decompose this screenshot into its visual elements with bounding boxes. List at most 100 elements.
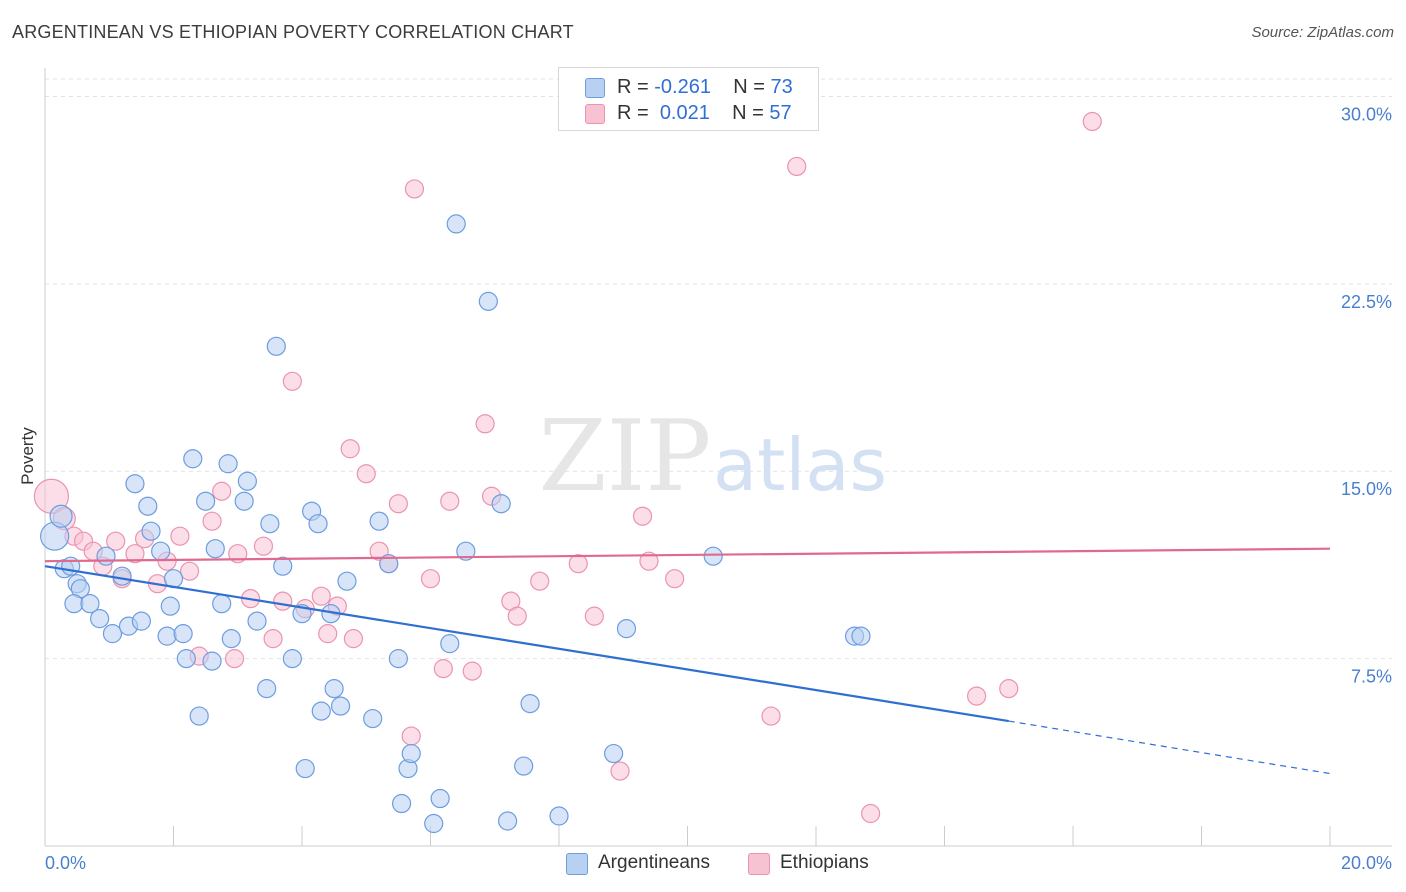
- y-tick-label: 30.0%: [1341, 104, 1392, 124]
- ethiopians-point: [440, 491, 460, 511]
- gridlines: [45, 78, 1392, 660]
- ethiopians-point: [433, 659, 453, 679]
- y-axis-label: Poverty: [18, 427, 37, 485]
- ethiopians-point: [356, 464, 376, 484]
- argentineans-point: [324, 679, 344, 699]
- argentineans-point: [337, 571, 357, 591]
- ethiopians-legend-label: Ethiopians: [780, 852, 869, 873]
- argentineans-legend-label: Argentineans: [598, 852, 710, 873]
- correlation-legend: R = -0.261 N = 73 R = 0.021 N = 57: [558, 67, 819, 131]
- ethiopians-point: [507, 606, 527, 626]
- ethiopians-point: [1082, 111, 1102, 132]
- tick-labels: 7.5% 15.0% 22.5% 30.0% 0.0% 20.0%: [45, 104, 1392, 873]
- argentineans-points: [40, 214, 871, 834]
- ethiopians-swatch: [585, 104, 605, 124]
- argentineans-point: [604, 743, 624, 764]
- ethiopians-point: [212, 481, 232, 501]
- argentineans-point: [491, 494, 511, 514]
- ethiopians-point: [170, 526, 190, 546]
- legend-r-value-argentineans: -0.261: [654, 76, 711, 98]
- ethiopians-point: [388, 494, 408, 514]
- argentineans-point: [49, 504, 73, 528]
- watermark-atlas: atlas: [713, 423, 887, 507]
- ethiopians-point: [340, 439, 360, 459]
- argentineans-point: [218, 454, 238, 474]
- ethiopians-point: [224, 649, 245, 669]
- argentineans-point: [456, 541, 476, 561]
- x-tick-label: 0.0%: [45, 853, 86, 873]
- watermark: ZIP atlas: [539, 400, 887, 514]
- ethiopians-point: [530, 571, 550, 591]
- watermark-zip: ZIP: [539, 400, 712, 514]
- argentineans-point: [478, 291, 498, 311]
- argentineans-point: [247, 611, 267, 631]
- argentineans-point: [424, 813, 444, 834]
- argentineans-point: [212, 594, 232, 614]
- argentineans-point: [388, 649, 408, 669]
- argentineans-point: [273, 556, 293, 576]
- ethiopians-point: [401, 726, 421, 746]
- ethiopians-point: [404, 179, 425, 199]
- argentineans-point: [80, 594, 100, 614]
- argentineans-point: [391, 793, 412, 814]
- argentineans-point: [379, 554, 399, 574]
- ethiopians-point: [967, 686, 987, 706]
- argentineans-point: [498, 811, 518, 831]
- argentineans-point: [125, 474, 145, 494]
- argentineans-point: [221, 629, 241, 649]
- argentineans-point: [446, 214, 466, 234]
- argentineans-point: [616, 619, 637, 639]
- argentineans-point: [234, 491, 254, 511]
- ethiopians-point: [420, 569, 441, 589]
- argentineans-point: [703, 546, 723, 566]
- argentineans-point: [311, 701, 331, 721]
- ethiopians-point: [179, 561, 200, 581]
- ethiopians-point: [263, 629, 283, 649]
- argentineans-point: [90, 609, 110, 629]
- ethiopians-point: [318, 624, 338, 644]
- ethiopians-point: [665, 569, 685, 589]
- argentineans-point: [205, 539, 225, 559]
- legend-n-value-argentineans: 73: [770, 76, 793, 98]
- argentineans-trend-extension: [1008, 720, 1331, 775]
- argentineans-point: [151, 541, 171, 561]
- argentineans-point: [64, 594, 84, 614]
- ethiopians-point: [202, 511, 222, 531]
- ethiopians-point: [475, 414, 495, 434]
- argentineans-point: [295, 758, 315, 779]
- legend-r-label: R =: [617, 76, 649, 98]
- legend-n-label: N =: [732, 102, 764, 124]
- ethiopians-point: [125, 544, 145, 564]
- ethiopians-point: [861, 803, 881, 824]
- legend-r-value-ethiopians: 0.021: [659, 102, 710, 124]
- argentineans-point: [96, 546, 116, 566]
- ethiopians-point: [462, 661, 482, 681]
- argentineans-point: [102, 624, 123, 644]
- axes: [44, 68, 1392, 847]
- y-tick-label: 7.5%: [1351, 667, 1392, 687]
- source-label: Source: ZipAtlas.com: [1251, 24, 1394, 41]
- ethiopians-point: [343, 629, 363, 649]
- ethiopians-point: [610, 761, 630, 781]
- argentineans-point: [189, 706, 209, 726]
- ethiopians-point: [639, 551, 659, 571]
- argentineans-point: [440, 634, 460, 654]
- ethiopians-point: [311, 586, 331, 606]
- argentineans-point: [363, 708, 383, 729]
- argentineans-point: [520, 693, 540, 714]
- argentineans-point: [260, 514, 280, 534]
- argentineans-point: [282, 649, 302, 669]
- argentineans-point: [851, 626, 871, 646]
- y-tick-label: 22.5%: [1341, 292, 1392, 312]
- legend-r-label: R =: [617, 102, 649, 124]
- argentineans-swatch: [585, 78, 605, 98]
- argentineans-point: [202, 651, 222, 671]
- ethiopians-point: [106, 531, 126, 551]
- trend-lines: [44, 547, 1331, 775]
- ethiopians-point: [787, 156, 807, 177]
- legend-n-value-ethiopians: 57: [769, 102, 792, 124]
- argentineans-point: [549, 806, 569, 826]
- ethiopians-point: [253, 536, 274, 556]
- argentineans-point: [173, 624, 193, 644]
